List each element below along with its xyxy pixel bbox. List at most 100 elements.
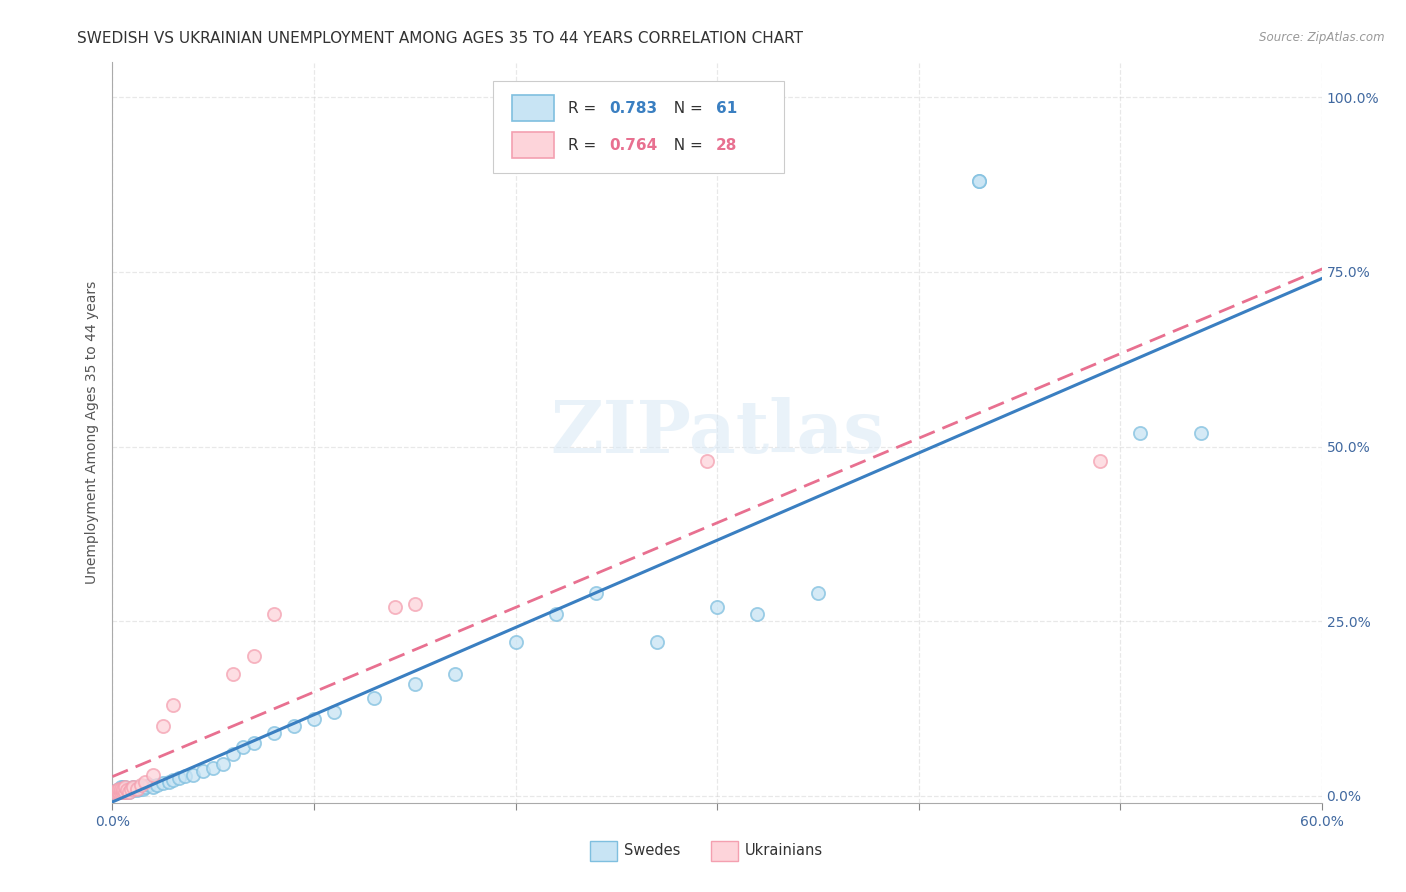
Point — [202, 761, 225, 775]
Text: 0.783: 0.783 — [609, 101, 658, 116]
Point — [110, 781, 132, 796]
Point — [134, 775, 156, 789]
Point — [124, 781, 146, 796]
Point — [1129, 425, 1152, 440]
Point — [107, 785, 129, 799]
Text: N =: N = — [664, 138, 707, 153]
Point — [110, 783, 132, 797]
Point — [103, 785, 125, 799]
Point — [444, 666, 467, 681]
Point — [105, 785, 128, 799]
Point — [242, 649, 264, 664]
Point — [129, 780, 152, 795]
Point — [125, 783, 148, 797]
Point — [103, 785, 125, 799]
Point — [115, 783, 138, 797]
Point — [107, 785, 129, 799]
Bar — [512, 132, 554, 158]
Point — [114, 780, 136, 795]
Point — [132, 781, 155, 796]
Point — [117, 781, 139, 796]
Point — [110, 785, 132, 799]
Bar — [512, 95, 554, 121]
Point — [111, 781, 134, 796]
Point — [242, 736, 264, 750]
Point — [404, 677, 426, 691]
Point — [125, 781, 148, 796]
Text: R =: R = — [568, 138, 602, 153]
Text: 61: 61 — [716, 101, 737, 116]
Point — [110, 780, 132, 795]
Point — [114, 785, 136, 799]
Point — [115, 783, 138, 797]
Point — [105, 783, 128, 797]
Point — [232, 739, 254, 754]
Point — [142, 768, 165, 782]
Point — [174, 769, 197, 783]
Point — [107, 783, 129, 797]
Point — [105, 785, 128, 799]
Point — [181, 768, 204, 782]
Point — [1189, 425, 1212, 440]
Point — [129, 778, 152, 792]
Point — [111, 783, 134, 797]
Point — [505, 635, 527, 649]
Point — [111, 780, 134, 795]
Point — [706, 600, 728, 615]
Point — [384, 600, 406, 615]
Point — [585, 586, 607, 600]
Point — [120, 783, 142, 797]
Point — [111, 785, 134, 799]
Point — [645, 635, 668, 649]
Text: 28: 28 — [716, 138, 737, 153]
Text: Source: ZipAtlas.com: Source: ZipAtlas.com — [1260, 31, 1385, 45]
Point — [111, 784, 134, 798]
Point — [121, 783, 143, 797]
Bar — [591, 841, 617, 861]
Point — [105, 783, 128, 797]
Point — [142, 780, 165, 795]
Point — [967, 174, 990, 188]
Point — [117, 785, 139, 799]
Point — [363, 691, 385, 706]
Bar — [711, 841, 738, 861]
Point — [134, 780, 156, 795]
Point — [747, 607, 769, 622]
Point — [544, 607, 567, 622]
Point — [162, 773, 184, 788]
Point — [222, 747, 245, 761]
Point — [323, 705, 346, 719]
Point — [302, 712, 325, 726]
Point — [121, 780, 143, 795]
Point — [110, 785, 132, 799]
Point — [107, 781, 129, 796]
Point — [222, 666, 245, 681]
Point — [117, 785, 139, 799]
Point — [121, 780, 143, 795]
Point — [138, 778, 160, 792]
Point — [212, 757, 235, 772]
FancyBboxPatch shape — [494, 81, 783, 173]
Point — [263, 607, 285, 622]
Point — [146, 778, 169, 792]
Text: Ukrainians: Ukrainians — [745, 844, 823, 858]
Point — [404, 597, 426, 611]
Point — [128, 781, 150, 796]
Text: R =: R = — [568, 101, 602, 116]
Text: Swedes: Swedes — [624, 844, 681, 858]
Point — [120, 781, 142, 796]
Text: 0.764: 0.764 — [609, 138, 658, 153]
Point — [191, 764, 214, 779]
Point — [114, 780, 136, 795]
Point — [114, 783, 136, 797]
Point — [157, 775, 180, 789]
Point — [152, 719, 174, 733]
Y-axis label: Unemployment Among Ages 35 to 44 years: Unemployment Among Ages 35 to 44 years — [84, 281, 98, 584]
Point — [696, 453, 718, 467]
Point — [283, 719, 305, 733]
Point — [107, 781, 129, 796]
Text: SWEDISH VS UKRAINIAN UNEMPLOYMENT AMONG AGES 35 TO 44 YEARS CORRELATION CHART: SWEDISH VS UKRAINIAN UNEMPLOYMENT AMONG … — [77, 31, 803, 46]
Point — [114, 785, 136, 799]
Point — [162, 698, 184, 712]
Point — [152, 776, 174, 790]
